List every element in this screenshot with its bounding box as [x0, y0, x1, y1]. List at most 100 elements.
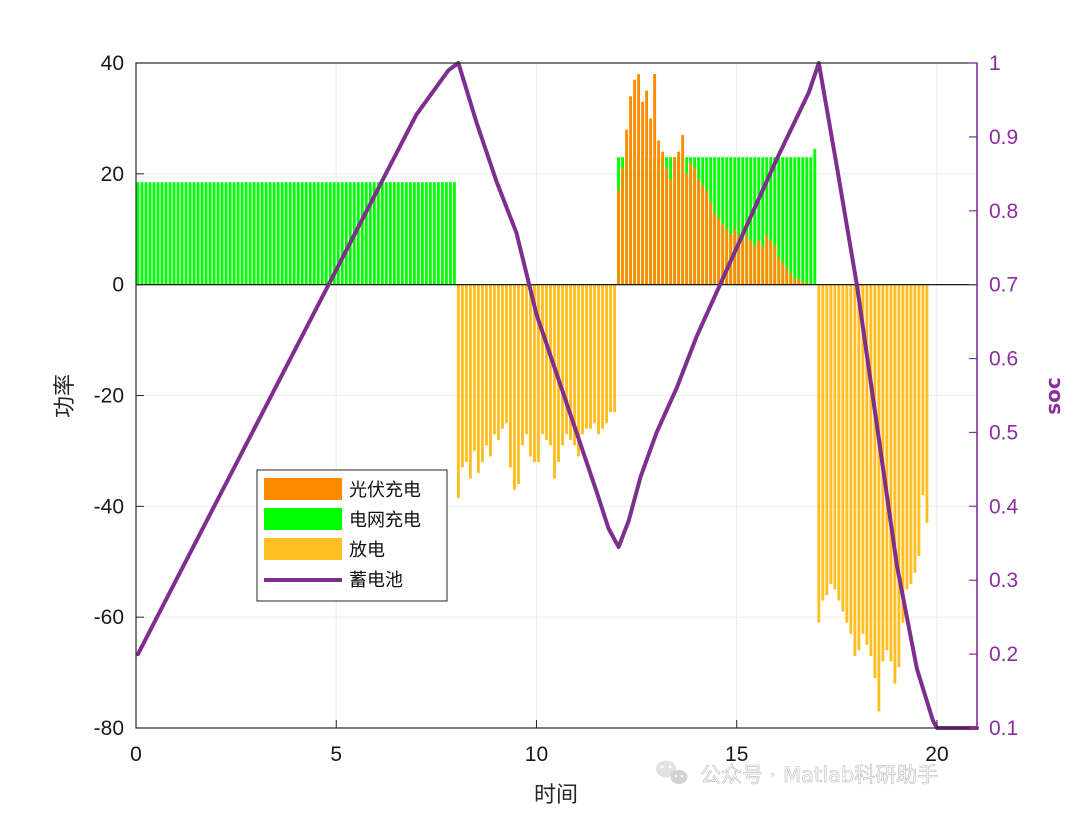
- right-tick-label: 0.9: [989, 126, 1018, 149]
- bar-grid-charge: [256, 182, 260, 285]
- bar-grid-charge: [308, 182, 312, 285]
- bar-discharge: [561, 284, 564, 446]
- bar-grid-charge: [813, 148, 817, 285]
- bar-grid-charge: [376, 182, 380, 285]
- bar-discharge: [476, 284, 480, 474]
- bar-discharge: [577, 284, 580, 457]
- bar-grid-charge: [408, 182, 412, 285]
- bar-grid-charge: [368, 182, 372, 285]
- bar-discharge: [581, 284, 584, 435]
- x-axis-ticks: 0 5 10 15 20: [130, 720, 949, 766]
- bar-grid-charge: [164, 182, 168, 285]
- x-tick-label: 5: [330, 743, 342, 766]
- bar-grid-charge: [793, 157, 797, 285]
- bar-grid-charge: [208, 182, 212, 285]
- bar-grid-charge: [324, 182, 328, 285]
- bar-pv-charge: [701, 184, 705, 285]
- bar-discharge: [857, 284, 861, 651]
- bar-grid-charge: [448, 182, 452, 285]
- bar-grid-charge: [344, 182, 348, 285]
- bar-discharge: [837, 284, 841, 601]
- bar-grid-charge: [172, 182, 176, 285]
- bar-grid-charge: [360, 182, 364, 285]
- bar-grid-charge: [741, 157, 745, 285]
- right-tick-label: 0.2: [989, 643, 1018, 666]
- bar-discharge: [533, 284, 536, 462]
- bar-grid-charge: [212, 182, 216, 285]
- bar-discharge: [877, 284, 881, 712]
- bar-grid-charge: [412, 182, 416, 285]
- bar-discharge: [865, 284, 869, 645]
- bar-discharge: [456, 284, 460, 499]
- bar-discharge: [885, 284, 889, 651]
- right-tick-label: 0.8: [989, 200, 1018, 223]
- bar-pv-charge: [621, 168, 625, 285]
- bar-discharge: [496, 284, 500, 440]
- bar-discharge: [849, 284, 853, 634]
- bar-pv-charge: [725, 229, 729, 285]
- legend: 光伏充电 电网充电 放电 蓄电池: [256, 469, 448, 602]
- legend-swatch-grid: [264, 508, 342, 530]
- bar-grid-charge: [280, 182, 284, 285]
- bar-pv-charge: [721, 223, 725, 285]
- right-tick-label: 1: [989, 52, 1001, 75]
- bar-pv-charge: [633, 79, 637, 285]
- bar-discharge: [545, 284, 548, 440]
- right-axis-ticks: 0.1 0.2 0.3 0.4 0.5 0.6 0.7 0.8 0.9 1: [969, 52, 1019, 740]
- bar-grid-charge: [380, 182, 384, 285]
- x-tick-label: 10: [525, 743, 548, 766]
- bar-discharge: [829, 284, 833, 584]
- bar-grid-charge: [388, 182, 392, 285]
- x-tick-label: 15: [725, 743, 748, 766]
- bar-discharge: [889, 284, 893, 662]
- bar-pv-charge: [669, 179, 673, 285]
- bar-grid-charge: [769, 157, 773, 285]
- bar-grid-charge: [801, 157, 805, 285]
- bar-grid-charge: [148, 182, 152, 285]
- bar-grid-charge: [140, 182, 144, 285]
- bar-grid-charge: [348, 182, 352, 285]
- bar-grid-charge: [216, 182, 220, 285]
- bar-grid-charge: [332, 182, 336, 285]
- bar-discharge: [861, 284, 865, 634]
- bar-discharge: [833, 284, 837, 590]
- bar-pv-charge: [741, 240, 745, 285]
- bar-grid-charge: [252, 182, 256, 285]
- bar-discharge: [845, 284, 849, 623]
- bar-discharge: [605, 284, 609, 424]
- bar-grid-charge: [144, 182, 148, 285]
- bar-grid-charge: [180, 182, 184, 285]
- bar-grid-charge: [276, 182, 280, 285]
- bar-pv-charge: [717, 218, 721, 285]
- bar-grid-charge: [761, 157, 765, 285]
- bar-grid-charge: [444, 182, 448, 285]
- bar-grid-charge: [384, 182, 388, 285]
- bar-discharge: [464, 284, 468, 462]
- bar-discharge: [817, 284, 821, 623]
- bar-grid-charge: [188, 182, 192, 285]
- bar-discharge: [825, 284, 829, 595]
- bar-pv-charge: [753, 245, 757, 285]
- bar-grid-charge: [232, 182, 236, 285]
- bar-pv-charge: [697, 179, 701, 285]
- bar-pv-charge: [713, 212, 717, 285]
- bar-pv-charge: [709, 201, 713, 285]
- right-axis-title: soc: [1041, 377, 1065, 415]
- bar-grid-charge: [236, 182, 240, 285]
- bar-discharge: [549, 284, 552, 446]
- bar-discharge: [613, 284, 617, 413]
- bar-pv-charge: [801, 281, 805, 285]
- x-tick-label: 20: [925, 743, 948, 766]
- bar-grid-charge: [320, 182, 324, 285]
- bar-grid-charge: [797, 157, 801, 285]
- bar-grid-charge: [240, 182, 244, 285]
- bar-grid-charge: [136, 182, 140, 285]
- left-tick-label: 0: [112, 274, 124, 297]
- bar-grid-charge: [721, 157, 725, 285]
- bar-grid-charge: [284, 182, 288, 285]
- bar-pv-charge: [765, 234, 769, 285]
- bar-pv-charge: [777, 256, 781, 285]
- bar-grid-charge: [765, 157, 769, 285]
- bar-pv-charge: [625, 129, 629, 285]
